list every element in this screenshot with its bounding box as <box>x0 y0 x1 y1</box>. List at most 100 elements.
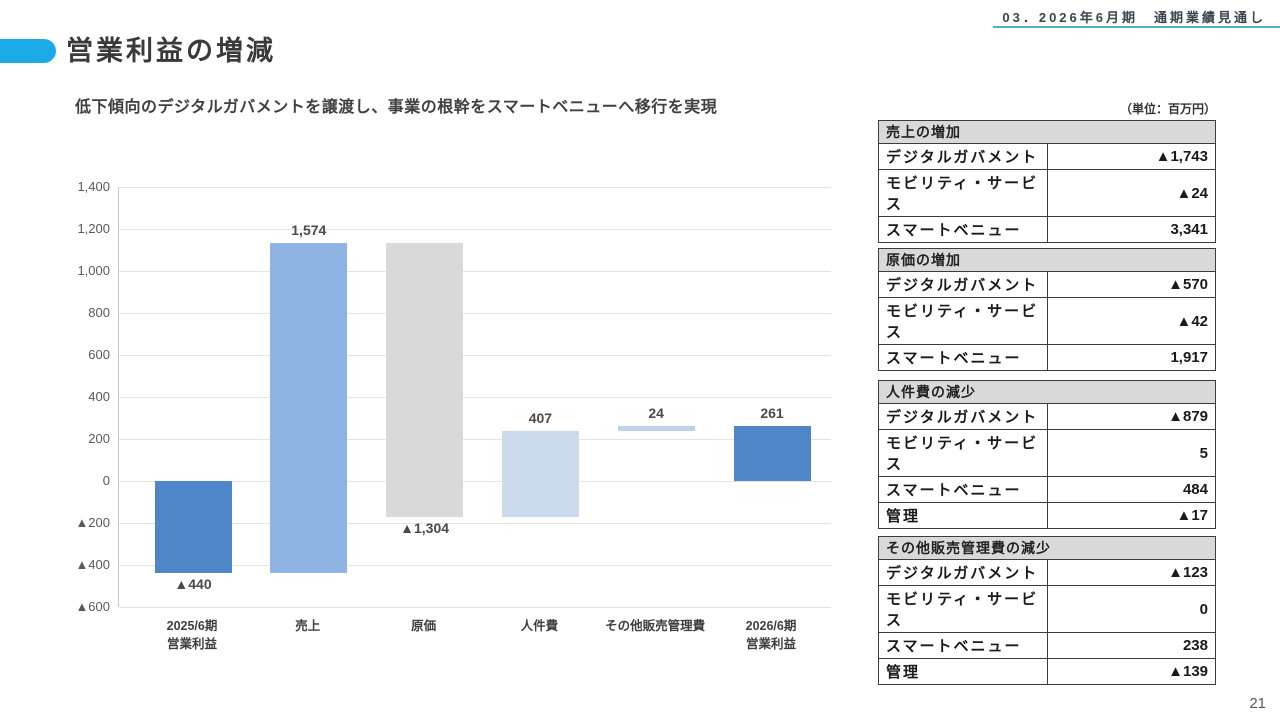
bar-value-label: ▲1,304 <box>400 519 450 536</box>
table-row: スマートベニュー 1,917 <box>878 344 1216 371</box>
gridline <box>119 607 831 608</box>
table-cell-value: ▲1,743 <box>1046 143 1216 170</box>
table-row: スマートベニュー 484 <box>878 476 1216 503</box>
table-cell-value: ▲123 <box>1046 559 1216 586</box>
page-title: 営業利益の増減 <box>66 36 276 66</box>
table-cell-label: デジタルガバメント <box>878 403 1048 430</box>
table-row: デジタルガバメント ▲1,743 <box>878 143 1216 170</box>
y-axis-tick-label: ▲600 <box>75 599 110 614</box>
x-axis-category-label: 人件費 <box>520 619 559 633</box>
y-axis-tick-label: 600 <box>88 347 110 362</box>
table-cell-value: 1,917 <box>1046 344 1216 371</box>
chart-bar <box>270 242 348 574</box>
table-cell-value: 238 <box>1046 632 1216 659</box>
side-tables: 売上の増加 デジタルガバメント ▲1,743 モビリティ・サービス ▲24 スマートベニュ… <box>878 0 1216 720</box>
table-cell-value: ▲570 <box>1046 271 1216 298</box>
y-axis-tick-label: 1,400 <box>77 179 110 194</box>
table-cell-value: 3,341 <box>1046 216 1216 243</box>
summary-table: 売上の増加 デジタルガバメント ▲1,743 モビリティ・サービス ▲24 スマートベニュ… <box>878 120 1216 243</box>
table-cell-label: スマートベニュー <box>878 632 1048 659</box>
table-cell-label: スマートベニュー <box>878 344 1048 371</box>
summary-table: その他販売管理費の減少 デジタルガバメント ▲123 モビリティ・サービス 0 スマートベ… <box>878 536 1216 685</box>
table-cell-label: スマートベニュー <box>878 476 1048 503</box>
table-cell-label: スマートベニュー <box>878 216 1048 243</box>
gridline <box>119 397 831 398</box>
y-axis-tick-label: ▲400 <box>75 557 110 572</box>
waterfall-chart: ▲440 1,574 ▲1,304 407 24 261 1,400 1,200 1,000 8… <box>0 180 831 652</box>
bar-value-label: ▲440 <box>174 576 212 593</box>
table-row: 管理 ▲17 <box>878 502 1216 529</box>
table-cell-label: モビリティ・サービス <box>878 169 1048 217</box>
y-axis-tick-label: 0 <box>102 473 110 488</box>
gridline <box>119 523 831 524</box>
table-cell-value: ▲42 <box>1046 297 1216 345</box>
gridline <box>119 481 831 482</box>
title-accent-bar <box>0 39 56 63</box>
table-cell-label: モビリティ・サービス <box>878 585 1048 633</box>
slide-subtitle: 低下傾向のデジタルガバメントを譲渡し、事業の根幹をスマートベニューへ移行を実現 <box>75 99 718 116</box>
table-row: 管理 ▲139 <box>878 658 1216 685</box>
y-axis-tick-label: 400 <box>88 389 110 404</box>
gridline <box>119 565 831 566</box>
table-row: デジタルガバメント ▲879 <box>878 403 1216 430</box>
table-cell-value: 484 <box>1046 476 1216 503</box>
table-row: モビリティ・サービス ▲24 <box>878 169 1216 217</box>
table-cell-label: 管理 <box>878 658 1048 685</box>
x-axis-category-label: 2025/6期 営業利益 <box>166 619 218 652</box>
table-row: モビリティ・サービス 0 <box>878 585 1216 633</box>
summary-table: 原価の増加 デジタルガバメント ▲570 モビリティ・サービス ▲42 スマートベニュー 1… <box>878 248 1216 371</box>
table-cell-label: デジタルガバメント <box>878 271 1048 298</box>
table-row: スマートベニュー 3,341 <box>878 216 1216 243</box>
section-label: 03．2026年6月期 通期業績見通し <box>1002 10 1266 25</box>
chart-bar <box>154 481 232 574</box>
table-cell-value: 0 <box>1046 585 1216 633</box>
table-cell-label: モビリティ・サービス <box>878 429 1048 477</box>
gridline <box>119 229 831 230</box>
x-axis-category-label: その他販売管理費 <box>605 619 706 633</box>
y-axis-tick-label: 200 <box>88 431 110 446</box>
x-axis-category-label: 2026/6期 営業利益 <box>745 619 797 652</box>
y-axis-tick-label: 1,000 <box>77 263 110 278</box>
gridline <box>119 271 831 272</box>
y-axis-tick-label: 800 <box>88 305 110 320</box>
table-cell-value: ▲17 <box>1046 502 1216 529</box>
gridline <box>119 313 831 314</box>
x-axis-category-label: 原価 <box>411 619 437 633</box>
table-cell-label: デジタルガバメント <box>878 559 1048 586</box>
y-axis-tick-label: 1,200 <box>77 221 110 236</box>
table-row: デジタルガバメント ▲570 <box>878 271 1216 298</box>
chart-bar <box>617 426 695 432</box>
table-row: デジタルガバメント ▲123 <box>878 559 1216 586</box>
chart-bar <box>501 431 579 517</box>
bar-value-label: 1,574 <box>291 221 327 238</box>
y-axis-tick-label: ▲200 <box>75 515 110 530</box>
table-row: モビリティ・サービス ▲42 <box>878 297 1216 345</box>
page-number: 21 <box>1249 695 1266 712</box>
table-row: スマートベニュー 238 <box>878 632 1216 659</box>
summary-table-title: その他販売管理費の減少 <box>878 536 1216 560</box>
summary-table-title: 人件費の減少 <box>878 380 1216 404</box>
gridline <box>119 355 831 356</box>
summary-table-title: 売上の増加 <box>878 120 1216 144</box>
bar-value-label: 24 <box>648 405 664 422</box>
table-cell-label: モビリティ・サービス <box>878 297 1048 345</box>
table-cell-value: ▲879 <box>1046 403 1216 430</box>
bar-value-label: 261 <box>760 405 784 422</box>
table-row: モビリティ・サービス 5 <box>878 429 1216 477</box>
section-underline-rule <box>993 26 1280 28</box>
table-cell-label: 管理 <box>878 502 1048 529</box>
chart-plot: ▲440 1,574 ▲1,304 407 24 261 <box>118 187 831 608</box>
chart-bar <box>386 242 464 517</box>
table-cell-value: 5 <box>1046 429 1216 477</box>
table-cell-label: デジタルガバメント <box>878 143 1048 170</box>
summary-table-title: 原価の増加 <box>878 248 1216 272</box>
gridline <box>119 187 831 188</box>
summary-table: 人件費の減少 デジタルガバメント ▲879 モビリティ・サービス 5 スマートベニュー 48… <box>878 380 1216 529</box>
table-cell-value: ▲139 <box>1046 658 1216 685</box>
unit-note: （単位：百万円） <box>1119 102 1216 116</box>
chart-bar <box>733 426 811 481</box>
x-axis-category-label: 売上 <box>295 619 321 633</box>
bar-value-label: 407 <box>528 410 553 427</box>
table-cell-value: ▲24 <box>1046 169 1216 217</box>
